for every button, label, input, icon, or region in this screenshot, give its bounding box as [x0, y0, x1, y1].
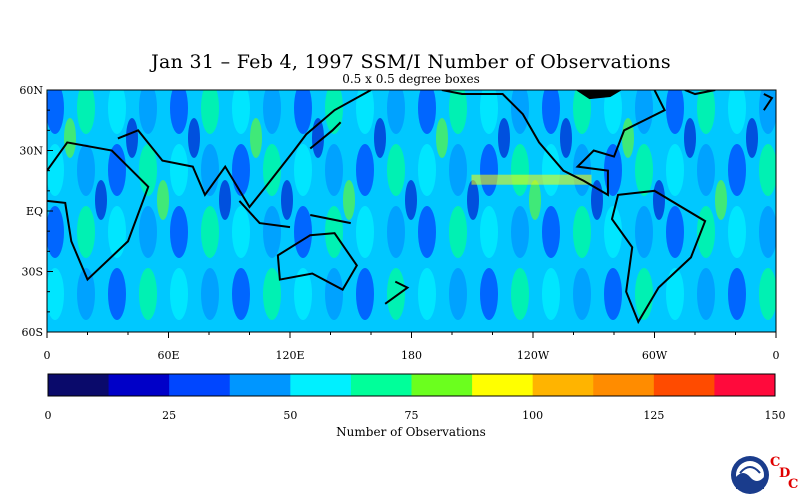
lat-label: 60N [19, 84, 43, 97]
colorbar-tick-label: 150 [765, 409, 786, 422]
lon-label: 120E [275, 349, 304, 362]
coastline-1 [117, 90, 372, 209]
colorbar-title: Number of Observations [336, 425, 486, 439]
coastline-2 [276, 232, 359, 291]
lat-label: 30N [19, 145, 43, 158]
colorbar-tick-label: 125 [643, 409, 664, 422]
land-fill [575, 90, 623, 100]
colorbar-cell [411, 374, 473, 396]
colorbar-cell [472, 374, 534, 396]
coastline-6 [384, 280, 410, 305]
colorbar-cell [290, 374, 352, 396]
colorbar-cell [593, 374, 655, 396]
lat-label: 30S [21, 266, 43, 279]
cdc-letter-c1: C [770, 455, 781, 470]
colorbar-cell [532, 374, 594, 396]
lat-label: 60S [21, 326, 43, 339]
coastline-3 [238, 200, 291, 229]
coastline-4 [310, 214, 351, 225]
lon-label: 60E [157, 349, 179, 362]
colorbar-cell [653, 374, 715, 396]
coastline-layer [47, 90, 774, 325]
lon-label: 0 [44, 349, 51, 362]
coastline-5 [309, 121, 342, 150]
cdc-logo: C D C [770, 455, 800, 495]
colorbar-tick-label: 0 [45, 409, 52, 422]
lon-label: 180 [401, 349, 422, 362]
colorbar-cell [108, 374, 170, 396]
colorbar-cell [169, 374, 231, 396]
coastline-10 [763, 93, 774, 111]
colorbar-tick-label: 75 [405, 409, 419, 422]
colorbar-cell [714, 374, 776, 396]
lon-label: 0 [773, 349, 780, 362]
cdc-letter-c2: C [788, 477, 799, 492]
plot-area [47, 90, 776, 332]
colorbar-tick-label: 25 [162, 409, 176, 422]
colorbar-cell [350, 374, 412, 396]
lat-label: EQ [26, 205, 43, 218]
coastline-0 [47, 141, 150, 282]
colorbar-cell [229, 374, 291, 396]
coastline-8 [610, 189, 707, 325]
lon-label: 120W [517, 349, 550, 362]
coastline-7 [441, 90, 666, 197]
coastline-9 [684, 90, 716, 96]
colorbar-tick-label: 100 [522, 409, 543, 422]
colorbar-cell [48, 374, 110, 396]
colorbar-tick-label: 50 [283, 409, 297, 422]
map-subtitle: 0.5 x 0.5 degree boxes [342, 72, 480, 86]
map-title: Jan 31 – Feb 4, 1997 SSM/I Number of Obs… [151, 51, 671, 73]
noaa-logo [731, 456, 769, 494]
cdc-letter-d: D [779, 466, 791, 481]
colorbar-frame [47, 373, 776, 397]
lon-label: 60W [642, 349, 668, 362]
